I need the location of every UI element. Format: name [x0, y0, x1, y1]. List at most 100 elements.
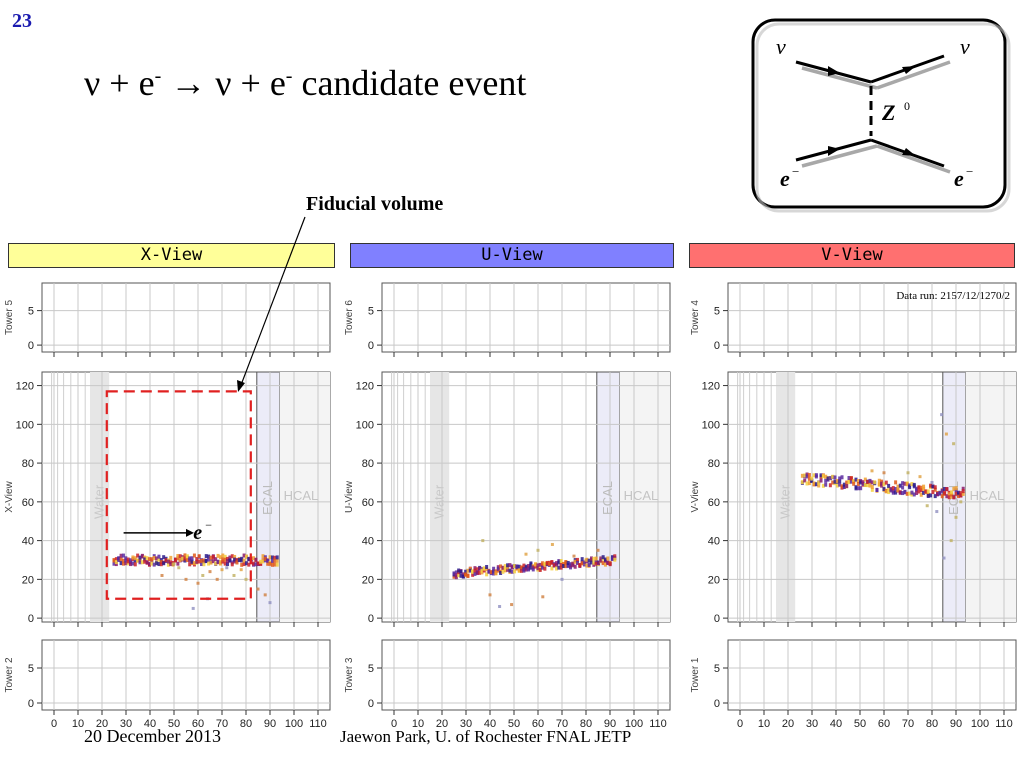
x-track-hit — [273, 555, 277, 560]
u-track-hit — [601, 555, 605, 560]
v-track-hit — [870, 487, 874, 492]
x-track-hit — [214, 561, 218, 566]
u-track-hit — [603, 562, 607, 567]
v-track-hit — [835, 483, 839, 488]
x-y-tick-label: 80 — [22, 458, 34, 470]
x-track-hit — [190, 556, 194, 561]
u-track-hit — [506, 563, 510, 568]
v-track-hit — [917, 489, 921, 494]
u-track-hit — [527, 567, 531, 572]
v-track-hit — [922, 486, 926, 491]
u-track-hit — [489, 570, 493, 575]
u-track-hit — [562, 564, 566, 569]
u-track-hit — [482, 566, 486, 571]
x-track-hit — [270, 558, 274, 563]
v-scatter-hit — [882, 471, 886, 475]
x-track-hit — [131, 555, 135, 560]
u-track-hit — [592, 556, 596, 561]
u-track-hit — [454, 570, 458, 575]
v-track-hit — [838, 479, 842, 484]
x-track-hit — [221, 557, 225, 562]
v-hcal-label: HCAL — [970, 488, 1005, 503]
x-track-hit — [176, 554, 180, 559]
v-track-hit — [854, 477, 858, 482]
x-track-hit — [223, 554, 227, 559]
v-track-hit — [896, 484, 900, 489]
u-track-hit — [468, 568, 472, 573]
u-track-hit — [478, 566, 482, 571]
x-track-hit — [133, 558, 137, 563]
v-track-hit — [898, 490, 902, 495]
v-y-tick-label: 0 — [714, 340, 720, 352]
x-water-region — [90, 372, 110, 622]
v-track-hit — [840, 484, 844, 489]
v-track-hit — [940, 488, 944, 493]
x-scatter-hit — [239, 568, 243, 572]
x-track-hit — [214, 557, 218, 562]
x-hcal-label: HCAL — [284, 488, 319, 503]
x-scatter-hit — [215, 577, 219, 581]
x-track-hit — [197, 559, 201, 564]
v-x-tick-label: 10 — [758, 718, 770, 730]
x-track-hit — [240, 562, 244, 567]
u-track-hit — [529, 565, 533, 570]
x-track-hit — [119, 561, 123, 566]
v-track-hit — [903, 489, 907, 494]
electron-in-label: e — [780, 166, 790, 191]
v-track-hit — [924, 489, 928, 494]
x-track-hit — [166, 559, 170, 564]
v-scatter-hit — [952, 442, 956, 446]
x-track-hit — [228, 558, 232, 563]
u-scatter-hit — [488, 593, 492, 597]
x-track-hit — [226, 559, 230, 564]
u-x-tick-label: 50 — [508, 718, 520, 730]
u-y-tick-label: 60 — [362, 497, 374, 509]
x-scatter-hit — [232, 573, 236, 577]
u-track-hit — [538, 567, 542, 572]
v-track-hit — [896, 488, 900, 493]
v-view-top-panel: 0 5 Tower 4 — [690, 282, 1017, 357]
u-track-hit — [527, 564, 531, 569]
x-track-hit — [266, 561, 270, 566]
v-y-tick-label: 5 — [714, 306, 720, 318]
u-view-top-panel: 0 5 Tower 6 — [344, 282, 671, 357]
u-hcal-region — [619, 372, 670, 622]
x-track-hit — [252, 556, 256, 561]
x-scatter-hit — [225, 566, 229, 570]
x-track-hit — [176, 561, 180, 566]
u-track-hit — [580, 561, 584, 566]
x-track-hit — [157, 557, 161, 562]
u-bottom-frame — [381, 639, 671, 711]
v-track-hit — [817, 483, 821, 488]
v-track-hit — [868, 478, 872, 483]
u-track-hit — [503, 564, 507, 569]
v-track-hit — [856, 486, 860, 491]
x-track-hit — [211, 555, 215, 560]
x-track-hit — [143, 557, 147, 562]
x-track-hit — [131, 561, 135, 566]
u-track-hit — [522, 568, 526, 573]
u-track-hit — [473, 568, 477, 573]
v-track-hit — [814, 473, 818, 478]
v-track-hit — [824, 482, 828, 487]
u-top-side-label: Tower 6 — [344, 300, 355, 335]
v-track-hit — [866, 483, 870, 488]
v-track-hit — [947, 492, 951, 497]
v-track-hit — [828, 483, 832, 488]
x-bottom-frame — [41, 639, 331, 711]
u-track-hit — [562, 561, 566, 566]
u-track-hit — [571, 561, 575, 566]
u-track-hit — [524, 564, 528, 569]
x-x-tick-label: 0 — [51, 718, 57, 730]
v-track-hit — [882, 487, 886, 492]
v-track-hit — [812, 473, 816, 478]
u-track-hit — [603, 557, 607, 562]
x-track-hit — [202, 558, 206, 563]
x-track-hit — [200, 562, 204, 567]
x-track-hit — [124, 561, 128, 566]
v-scatter-hit — [906, 471, 910, 475]
v-track-hit — [831, 480, 835, 485]
u-x-tick-label: 80 — [580, 718, 592, 730]
v-hcal-region — [965, 372, 1016, 622]
